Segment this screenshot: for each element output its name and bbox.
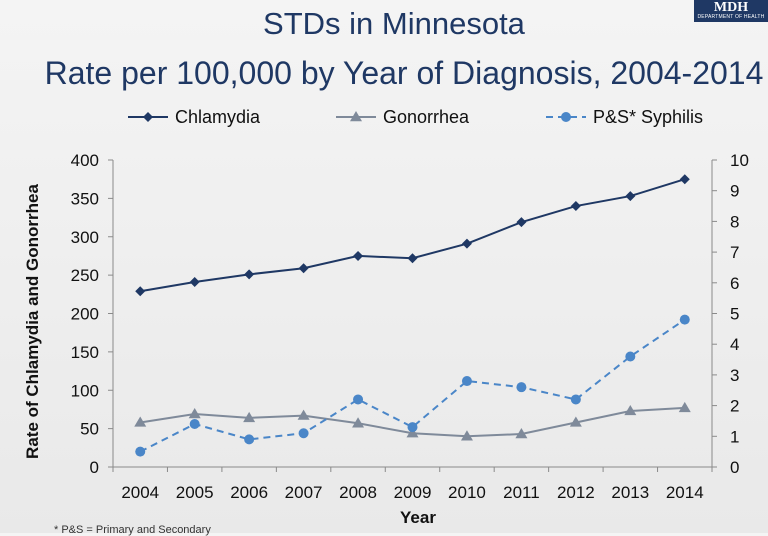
x-tick-label: 2012 [557, 483, 595, 502]
x-tick-label: 2009 [394, 483, 432, 502]
x-tick-label: 2010 [448, 483, 486, 502]
y2-tick-label: 7 [730, 243, 739, 262]
legend-marker-chlamydia [143, 112, 153, 122]
x-tick-label: 2013 [611, 483, 649, 502]
x-tick-label: 2005 [176, 483, 214, 502]
data-point-chlamydia [570, 201, 581, 212]
series-line-p-s-syphilis [139, 318, 686, 453]
y2-tick-label: 9 [730, 182, 739, 201]
data-point-p-s-syphilis [298, 428, 309, 439]
data-point-gonorrhea [352, 417, 365, 428]
data-point-gonorrhea [678, 401, 691, 413]
legend-marker-p-s-syphilis [561, 112, 571, 122]
data-point-chlamydia [461, 238, 472, 249]
y2-tick-label: 2 [730, 397, 739, 416]
data-point-p-s-syphilis [244, 434, 255, 445]
y2-tick-label: 10 [730, 151, 749, 170]
chart-title: STDs in Minnesota [263, 6, 525, 41]
logo-subtext: DEPARTMENT OF HEALTH [697, 14, 765, 20]
data-point-chlamydia [353, 250, 364, 261]
x-tick-label: 2007 [285, 483, 323, 502]
data-point-p-s-syphilis [570, 394, 581, 405]
y-tick-label: 200 [71, 305, 99, 324]
y-axis-title: Rate of Chlamydia and Gonorrhea [23, 184, 42, 459]
data-point-gonorrhea [243, 411, 256, 423]
mdh-logo: MDH DEPARTMENT OF HEALTH [694, 0, 768, 22]
data-point-gonorrhea [460, 430, 473, 441]
data-point-gonorrhea [134, 416, 147, 427]
y-tick-label: 350 [71, 189, 99, 208]
data-point-gonorrhea [188, 408, 201, 419]
legend-marker-gonorrhea [350, 111, 362, 122]
data-point-p-s-syphilis [461, 376, 472, 387]
x-tick-label: 2011 [503, 483, 540, 502]
x-tick-label: 2006 [230, 483, 268, 502]
data-point-p-s-syphilis [407, 422, 418, 433]
y-tick-label: 100 [71, 381, 99, 400]
x-tick-label: 2008 [339, 483, 377, 502]
data-point-chlamydia [679, 174, 690, 185]
data-point-gonorrhea [297, 409, 310, 420]
y2-tick-label: 4 [730, 335, 739, 354]
data-point-chlamydia [244, 269, 255, 280]
y2-tick-label: 5 [730, 305, 739, 324]
y-tick-label: 150 [71, 343, 99, 362]
data-point-p-s-syphilis [625, 351, 636, 362]
data-point-gonorrhea [569, 416, 582, 427]
data-point-gonorrhea [406, 427, 419, 438]
legend-label-chlamydia: Chlamydia [175, 107, 261, 127]
y-tick-label: 50 [80, 420, 99, 439]
data-point-gonorrhea [624, 404, 637, 416]
data-point-chlamydia [516, 217, 527, 228]
chart-subtitle: Rate per 100,000 by Year of Diagnosis, 2… [44, 55, 764, 91]
y-tick-label: 300 [71, 228, 99, 247]
y2-tick-label: 6 [730, 274, 739, 293]
data-point-chlamydia [135, 286, 146, 297]
data-point-chlamydia [298, 263, 309, 274]
data-point-chlamydia [407, 253, 418, 264]
data-point-chlamydia [189, 277, 200, 288]
y-tick-label: 0 [90, 458, 99, 477]
y2-tick-label: 0 [730, 458, 739, 477]
y-tick-label: 250 [71, 266, 99, 285]
y2-tick-label: 1 [730, 427, 739, 446]
y-tick-label: 400 [71, 151, 99, 170]
x-tick-label: 2014 [666, 483, 704, 502]
data-point-p-s-syphilis [516, 382, 527, 393]
data-point-chlamydia [625, 191, 636, 202]
y2-tick-label: 8 [730, 212, 739, 231]
footnote: * P&S = Primary and Secondary [54, 524, 211, 536]
logo-text: MDH [713, 0, 749, 15]
x-axis-title: Year [400, 508, 436, 527]
series-line-chlamydia [140, 178, 686, 293]
legend-label-p-s-syphilis: P&S* Syphilis [593, 107, 703, 127]
data-point-p-s-syphilis [189, 419, 200, 430]
data-point-p-s-syphilis [679, 314, 690, 325]
data-point-gonorrhea [515, 427, 528, 439]
y2-tick-label: 3 [730, 366, 739, 385]
data-point-p-s-syphilis [135, 446, 146, 457]
data-point-p-s-syphilis [353, 394, 364, 405]
legend-label-gonorrhea: Gonorrhea [383, 107, 470, 127]
x-tick-label: 2004 [121, 483, 159, 502]
